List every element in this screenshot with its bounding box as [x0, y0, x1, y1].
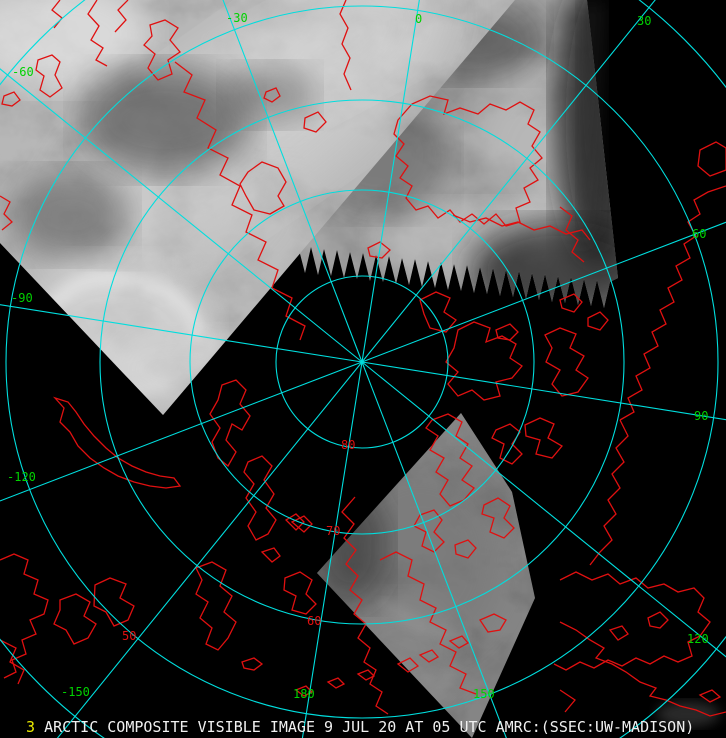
- longitude-label: -30: [226, 11, 248, 25]
- latitude-circle-70: [189, 189, 535, 535]
- meridian-line--150: [56, 361, 363, 738]
- coastline-layer: [0, 0, 726, 717]
- latitude-label: 60: [307, 614, 322, 628]
- meridian-line--60: [0, 68, 363, 363]
- longitude-label: 120: [687, 632, 709, 646]
- longitude-label: -60: [12, 65, 34, 79]
- meridian-line--120: [0, 361, 363, 502]
- meridian-line-150: [361, 361, 507, 738]
- meridian-line-90: [361, 361, 726, 421]
- longitude-label: 150: [473, 687, 495, 701]
- caption-channel-number: 3: [26, 718, 36, 736]
- latitude-circle-60: [99, 99, 625, 625]
- swath-corner-patch: [656, 701, 720, 727]
- swath-edge-fade: [578, 0, 606, 248]
- meridian-line-120: [361, 361, 726, 658]
- image-caption: 3 ARCTIC COMPOSITE VISIBLE IMAGE 9 JUL 2…: [26, 718, 695, 736]
- longitude-label: -90: [11, 291, 33, 305]
- longitude-label: -120: [7, 470, 36, 484]
- longitude-label: 180: [293, 687, 315, 701]
- latitude-label: 70: [326, 524, 341, 538]
- meridian-line-30: [361, 0, 656, 363]
- meridian-line-180: [301, 361, 363, 738]
- meridian-line--90: [0, 304, 363, 363]
- longitude-label: 30: [637, 14, 652, 28]
- meridian-line-0: [361, 0, 420, 363]
- longitude-label: 60: [692, 227, 707, 241]
- latitude-label: 80: [341, 438, 356, 452]
- longitude-label: -150: [61, 685, 90, 699]
- latitude-circle-50: [5, 5, 719, 719]
- longitude-label: 0: [415, 12, 423, 26]
- meridian-line--30: [222, 0, 363, 363]
- caption-text: ARCTIC COMPOSITE VISIBLE IMAGE 9 JUL 20 …: [44, 718, 695, 736]
- meridian-line-60: [361, 221, 726, 363]
- longitude-label: 90: [694, 409, 709, 423]
- latitude-circle-80: [275, 275, 449, 449]
- latitude-label: 50: [122, 629, 137, 643]
